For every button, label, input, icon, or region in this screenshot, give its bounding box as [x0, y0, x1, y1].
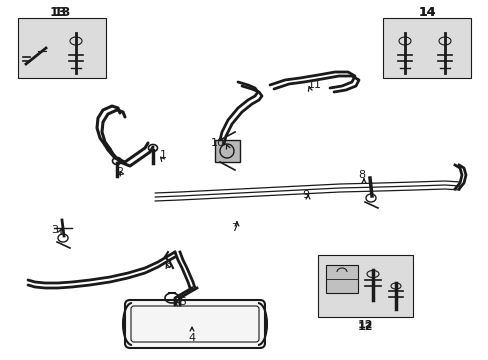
Text: 12: 12	[357, 322, 372, 332]
Text: 2: 2	[116, 167, 123, 177]
Bar	[317, 255, 412, 317]
Text: 8: 8	[358, 170, 365, 180]
Text: 14: 14	[417, 6, 435, 19]
Text: 14: 14	[417, 5, 435, 18]
Bar	[325, 265, 357, 293]
Text: 12: 12	[357, 320, 372, 330]
Text: 9: 9	[302, 190, 309, 200]
Text: 10: 10	[210, 138, 224, 148]
Text: 11: 11	[307, 80, 321, 90]
FancyBboxPatch shape	[125, 300, 264, 348]
Text: 4: 4	[188, 333, 195, 343]
Bar	[382, 18, 470, 78]
Text: 7: 7	[231, 223, 238, 233]
Bar	[18, 18, 106, 78]
Text: 3: 3	[51, 225, 59, 235]
Bar	[215, 140, 240, 162]
Text: 13: 13	[53, 6, 71, 19]
Text: 5: 5	[179, 297, 186, 307]
Text: 13: 13	[49, 5, 66, 18]
Text: 1: 1	[159, 150, 166, 160]
Text: 6: 6	[164, 260, 171, 270]
